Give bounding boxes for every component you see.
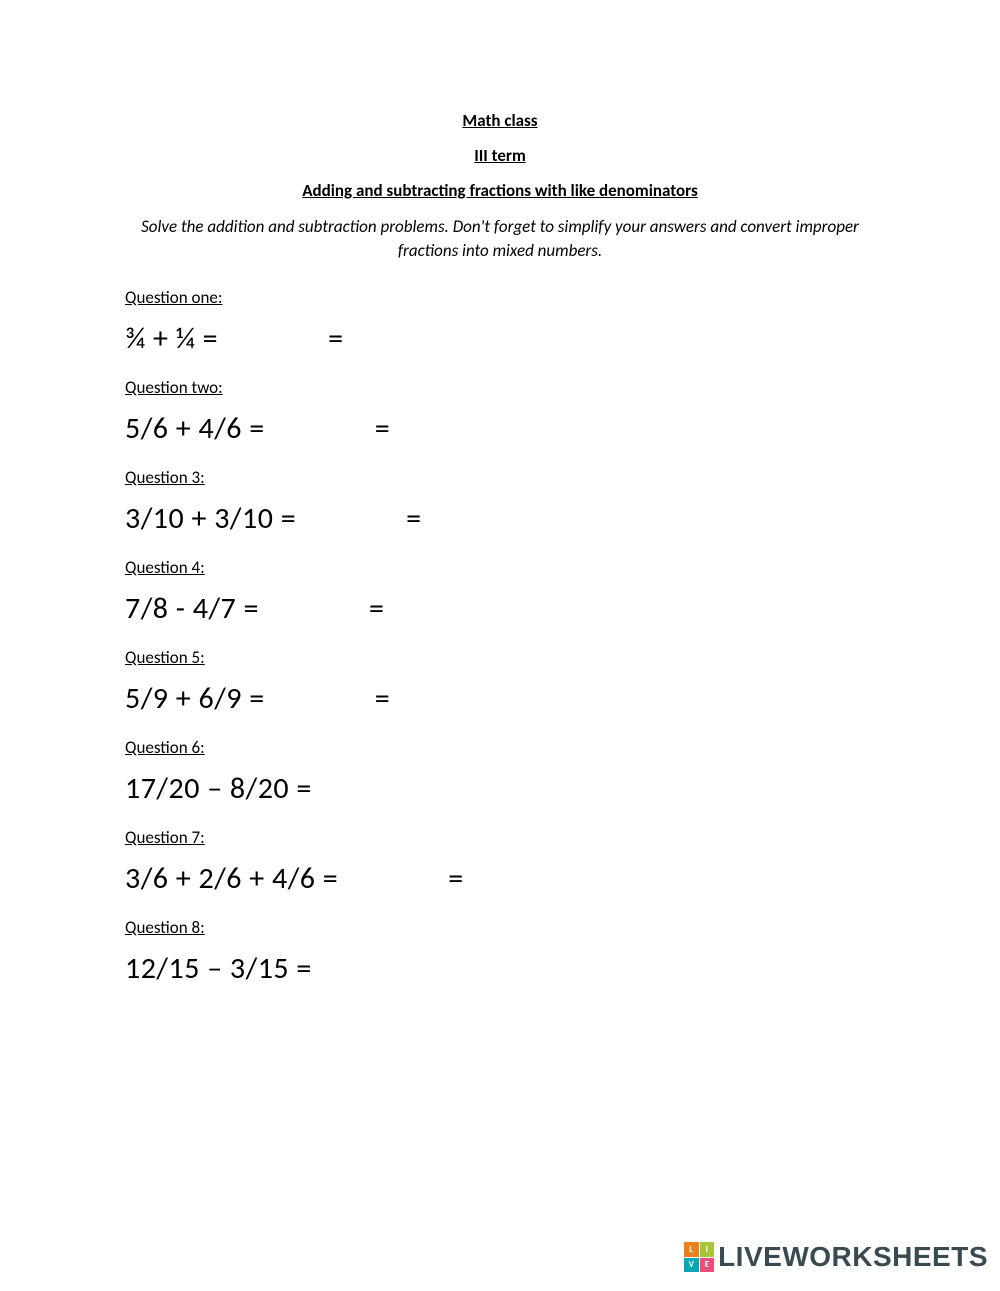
questions-container: Question one: ¾ + ¼ = = Question two: 5/6 + … <box>125 287 875 987</box>
question-label: Question 4: <box>125 557 875 578</box>
question-expression: 7/8 - 4/7 = = <box>125 590 875 627</box>
badge-cell: V <box>684 1258 699 1273</box>
expression-text: 3/6 + 2/6 + 4/6 = <box>125 860 338 897</box>
equals-sign: = <box>375 680 390 717</box>
question-label: Question one: <box>125 287 875 308</box>
equals-sign: = <box>375 410 390 447</box>
equals-sign: = <box>369 590 384 627</box>
badge-cell: L <box>684 1242 699 1257</box>
question-label: Question 5: <box>125 647 875 668</box>
term-label: III term <box>125 145 875 166</box>
page-title: Math class <box>125 110 875 131</box>
expression-text: 3/10 + 3/10 = <box>125 500 296 537</box>
topic-title: Adding and subtracting fractions with li… <box>125 180 875 201</box>
instructions-text: Solve the addition and subtraction probl… <box>125 215 875 263</box>
liveworksheets-watermark: LIVE LIVEWORKSHEETS <box>684 1241 988 1273</box>
badge-cell: E <box>700 1258 715 1273</box>
question-expression: 3/6 + 2/6 + 4/6 = = <box>125 860 875 897</box>
equals-sign: = <box>328 320 343 357</box>
badge-cell: I <box>700 1242 715 1257</box>
question-expression: 3/10 + 3/10 = = <box>125 500 875 537</box>
worksheet-page: Math class III term Adding and subtracti… <box>0 0 1000 987</box>
expression-text: 7/8 - 4/7 = <box>125 590 259 627</box>
question-label: Question two: <box>125 377 875 398</box>
question-label: Question 6: <box>125 737 875 758</box>
question-expression: 17/20 – 8/20 = <box>125 770 875 807</box>
question-label: Question 8: <box>125 917 875 938</box>
expression-text: 5/6 + 4/6 = <box>125 410 265 447</box>
question-expression: 5/9 + 6/9 = = <box>125 680 875 717</box>
watermark-badge: LIVE <box>684 1242 714 1272</box>
expression-text: 5/9 + 6/9 = <box>125 680 265 717</box>
watermark-text: LIVEWORKSHEETS <box>718 1241 988 1273</box>
equals-sign: = <box>406 500 421 537</box>
expression-text: ¾ + ¼ = <box>125 320 218 357</box>
equals-sign: = <box>448 860 463 897</box>
question-expression: 5/6 + 4/6 = = <box>125 410 875 447</box>
question-expression: 12/15 – 3/15 = <box>125 950 875 987</box>
question-expression: ¾ + ¼ = = <box>125 320 875 357</box>
question-label: Question 3: <box>125 467 875 488</box>
question-label: Question 7: <box>125 827 875 848</box>
